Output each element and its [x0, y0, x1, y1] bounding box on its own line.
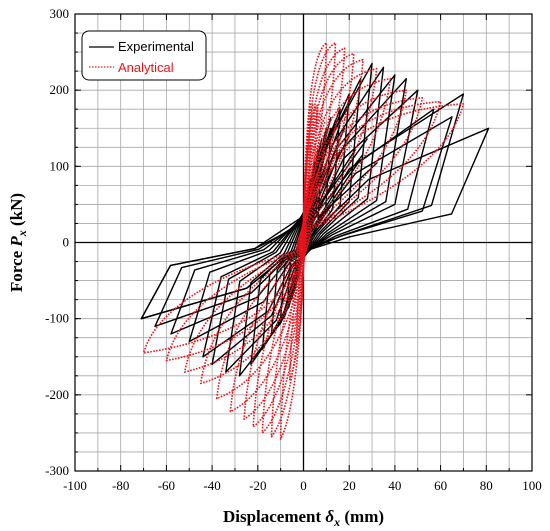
experimental-loop-12 [170, 108, 435, 335]
x-axis-title: Displacement δx (mm) [223, 507, 384, 529]
x-tick-label: -100 [63, 478, 87, 493]
analytical-loop-11 [183, 97, 424, 373]
x-tick-label: -80 [112, 478, 129, 493]
y-axis-subscript: x [15, 230, 29, 237]
x-tick-label: 80 [480, 478, 493, 493]
analytical-loop-8 [229, 68, 378, 413]
ticks [74, 13, 533, 472]
y-axis-units: (kN) [7, 193, 26, 230]
analytical-loop-10 [199, 89, 408, 385]
x-tick-label: -40 [203, 478, 220, 493]
series-analytical [142, 42, 465, 440]
y-axis-symbol: P [7, 236, 26, 248]
experimental-loop-10 [202, 78, 407, 358]
analytical-loop-5 [261, 47, 346, 434]
x-axis-title-part: Displacement [223, 507, 325, 526]
y-tick-label: 0 [63, 235, 70, 250]
y-tick-label: 300 [50, 6, 70, 21]
x-tick-label: 100 [522, 478, 542, 493]
y-tick-label: 100 [50, 158, 70, 173]
experimental-loop-13 [154, 116, 453, 327]
legend-label-analytical: Analytical [118, 60, 174, 75]
x-tick-label: 40 [388, 478, 401, 493]
tick-labels: -100 -80 -60 -40 -20 0 20 40 60 80 100-300-200-100… [45, 6, 542, 493]
analytical-loop-6 [252, 52, 355, 428]
legend: Experimental Analytical [81, 30, 207, 81]
x-tick-label: -20 [249, 478, 266, 493]
y-axis-title: Force Px (kN) [7, 193, 29, 292]
y-tick-label: -300 [45, 463, 69, 478]
x-axis-units: (mm) [340, 507, 384, 526]
analytical-loop-4 [270, 42, 337, 438]
analytical-loop-12 [165, 100, 442, 362]
series-layer [140, 42, 490, 440]
x-tick-label: 60 [434, 478, 447, 493]
x-tick-label: -60 [158, 478, 175, 493]
x-axis-symbol: δ [325, 507, 334, 526]
y-tick-label: -100 [45, 311, 69, 326]
legend-label-experimental: Experimental [118, 39, 194, 54]
x-tick-label: 0 [300, 478, 307, 493]
x-axis-subscript: x [333, 515, 340, 529]
legend-box [81, 30, 207, 81]
experimental-loop-15 [140, 127, 490, 320]
x-tick-label: 20 [343, 478, 356, 493]
y-tick-label: -200 [45, 387, 69, 402]
y-axis-title-part: Force [7, 247, 26, 292]
y-tick-label: 200 [50, 82, 70, 97]
